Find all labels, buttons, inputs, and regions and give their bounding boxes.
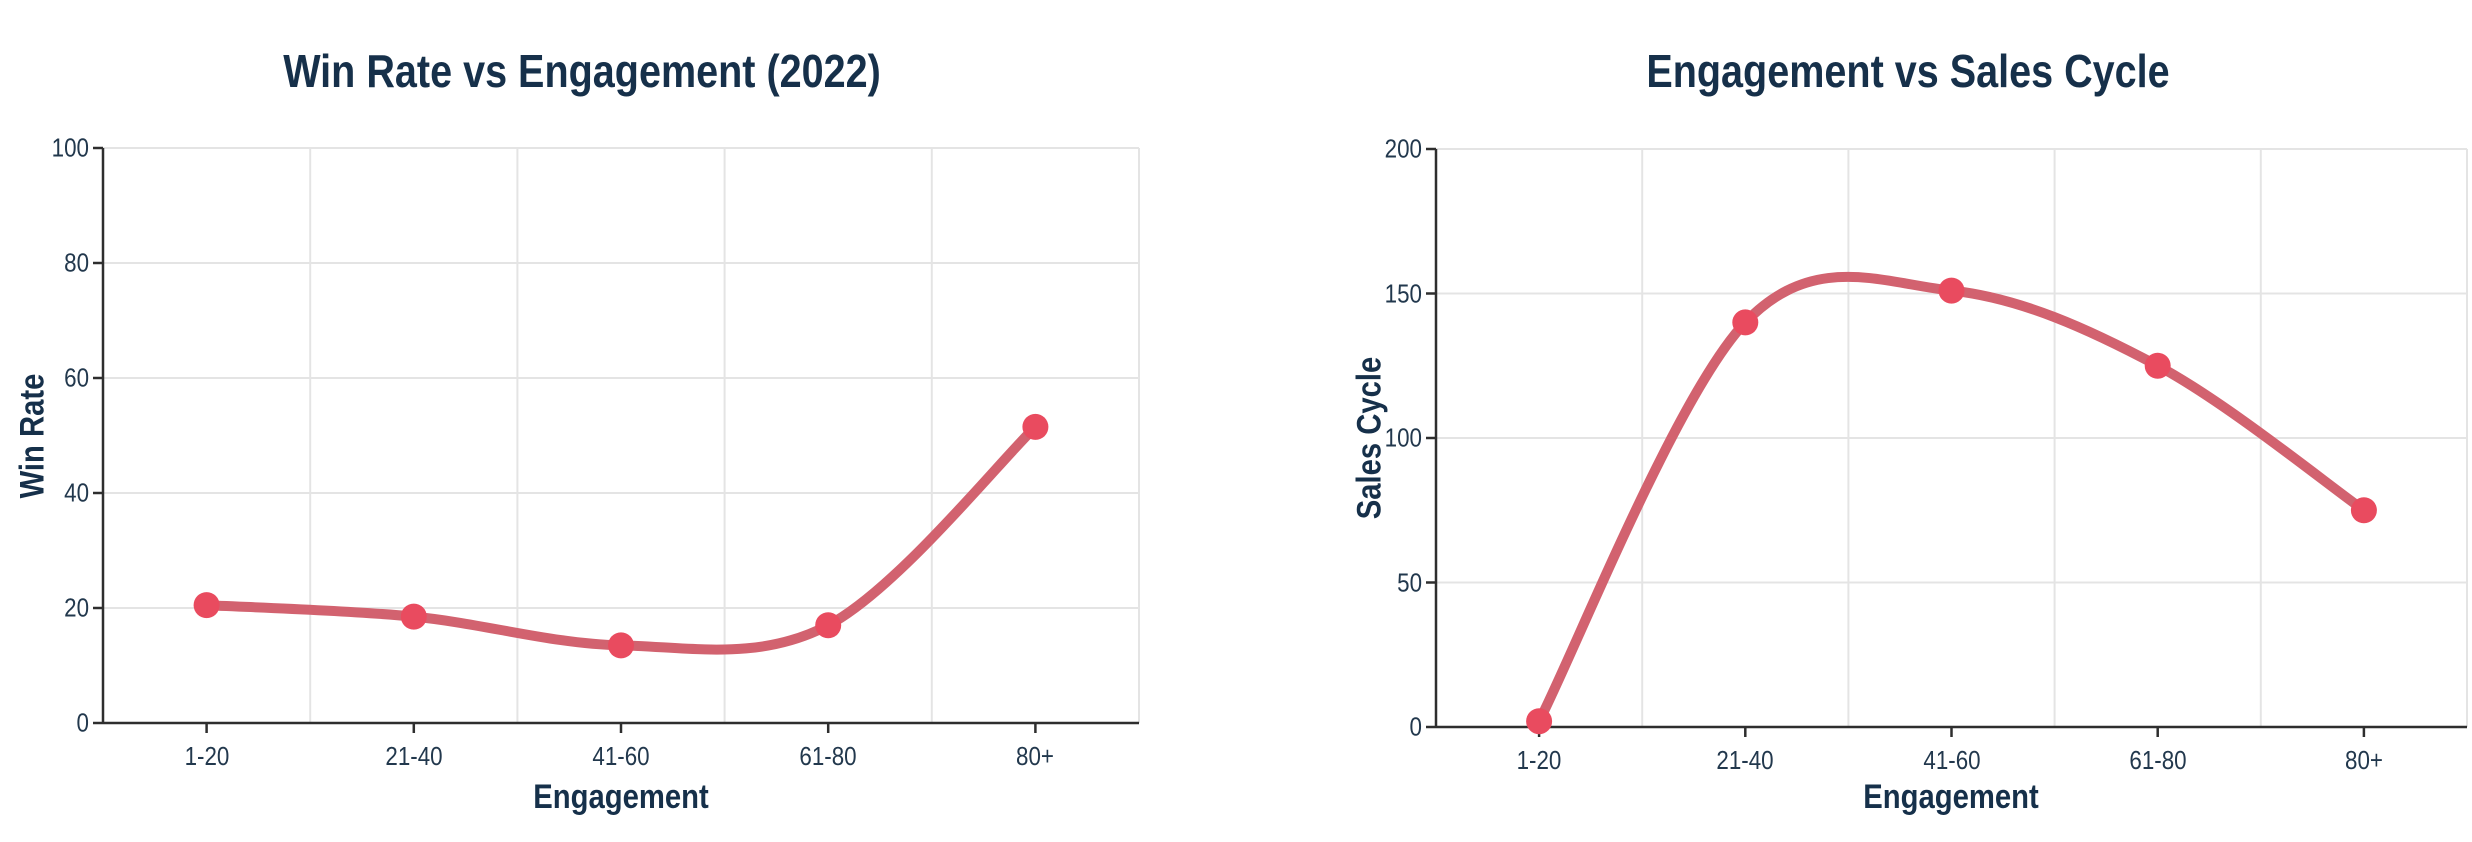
data-point-marker	[815, 612, 842, 639]
chart2-title-text: Engagement vs Sales Cycle	[1646, 45, 2170, 97]
chart2-x-axis-label: Engagement	[1849, 778, 2053, 817]
x-tick-label-text: 21-40	[385, 741, 443, 771]
chart2-title: Engagement vs Sales Cycle	[1604, 44, 2213, 98]
y-tick-label-text: 80	[64, 247, 89, 278]
y-tick-label-text: 20	[64, 592, 89, 623]
x-tick-label-text: 61-80	[2129, 745, 2187, 775]
y-tick-label: 100	[46, 133, 89, 164]
x-tick-label-text: 1-20	[1516, 745, 1562, 775]
data-point-marker	[1022, 413, 1049, 440]
x-tick-label: 41-60	[1918, 745, 1985, 776]
data-point-marker	[1526, 708, 1553, 735]
series-line	[201, 421, 1041, 655]
series-line	[1534, 271, 2369, 727]
chart-2	[1426, 147, 2468, 737]
y-tick-label: 80	[60, 248, 89, 279]
x-tick-label-text: 80+	[2344, 745, 2383, 775]
y-tick-label: 20	[60, 593, 89, 624]
data-point-marker	[1732, 309, 1759, 336]
x-tick-label: 41-60	[588, 741, 655, 772]
data-point-marker	[2350, 497, 2377, 524]
x-tick-label-text: 41-60	[592, 741, 650, 771]
y-tick-label: 150	[1379, 278, 1422, 309]
x-tick-label: 80+	[1013, 741, 1057, 772]
y-tick-label: 40	[60, 478, 89, 509]
y-tick-label-text: 0	[76, 707, 89, 738]
x-tick-label: 21-40	[1712, 745, 1779, 776]
chart1-x-axis-label-text: Engagement	[533, 778, 709, 816]
data-point-marker	[400, 603, 427, 630]
chart1-y-axis-label: Win Rate	[14, 363, 53, 508]
x-tick-label-text: 1-20	[184, 741, 229, 771]
chart2-x-axis-label-text: Engagement	[1863, 778, 2039, 816]
x-tick-label: 61-80	[2124, 745, 2191, 776]
y-tick-label: 50	[1393, 567, 1422, 598]
y-tick-label: 60	[60, 363, 89, 394]
x-tick-label-text: 21-40	[1716, 745, 1774, 775]
y-tick-label-text: 150	[1384, 278, 1422, 308]
chart1-title-text: Win Rate vs Engagement (2022)	[283, 45, 881, 97]
y-tick-label-text: 0	[1409, 711, 1422, 742]
chart1-x-axis-label: Engagement	[519, 778, 723, 817]
y-tick-label-text: 200	[1384, 133, 1422, 164]
data-point-marker	[1938, 277, 1965, 304]
x-tick-label: 80+	[2342, 745, 2386, 776]
x-tick-label-text: 61-80	[799, 741, 857, 771]
y-tick-label: 0	[75, 708, 89, 739]
y-tick-label: 100	[1379, 423, 1422, 454]
y-tick-label: 200	[1379, 134, 1422, 165]
x-tick-label: 1-20	[1513, 745, 1565, 776]
x-tick-label-text: 41-60	[1922, 745, 1981, 775]
y-tick-label-text: 100	[51, 132, 89, 163]
data-point-marker	[2144, 352, 2171, 379]
y-tick-label-text: 100	[1384, 422, 1422, 453]
y-tick-label-text: 60	[64, 362, 89, 393]
x-tick-label: 61-80	[795, 741, 862, 772]
x-tick-label: 1-20	[181, 741, 233, 772]
data-point-marker	[193, 592, 220, 619]
y-tick-label-text: 50	[1397, 567, 1422, 597]
chart1-title: Win Rate vs Engagement (2022)	[235, 44, 930, 98]
chart-1	[93, 146, 1140, 733]
data-point-marker	[608, 632, 634, 659]
y-tick-label: 0	[1408, 712, 1422, 743]
x-tick-label: 21-40	[381, 741, 448, 772]
chart1-y-axis-label-text: Win Rate	[13, 373, 52, 499]
x-tick-label-text: 80+	[1016, 741, 1055, 771]
y-tick-label-text: 40	[64, 477, 89, 508]
